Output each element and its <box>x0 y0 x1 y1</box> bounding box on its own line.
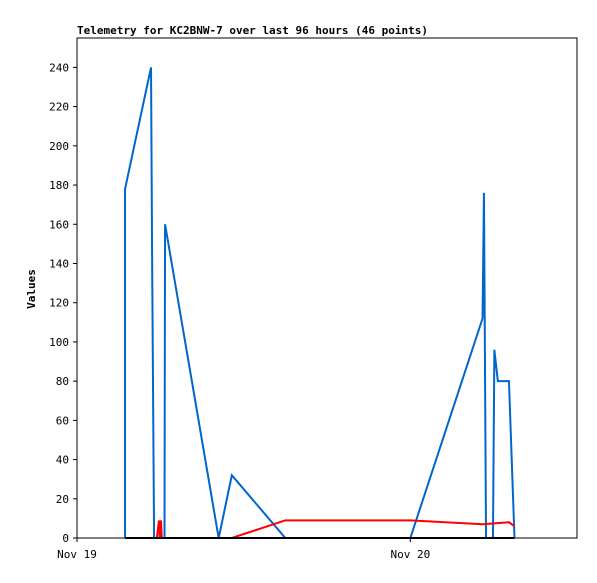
series-line <box>124 67 516 539</box>
y-tick-label: 40 <box>56 454 69 467</box>
x-tick-label: Nov 20 <box>390 548 430 561</box>
y-tick-label: 180 <box>49 179 69 192</box>
y-axis-label: Values <box>25 269 38 309</box>
y-tick-label: 100 <box>49 336 69 349</box>
y-tick-label: 0 <box>62 532 69 545</box>
y-tick-label: 220 <box>49 101 69 114</box>
y-tick-label: 140 <box>49 257 69 270</box>
y-tick-label: 160 <box>49 218 69 231</box>
y-tick-label: 240 <box>49 61 69 74</box>
x-tick-label: Nov 19 <box>57 548 97 561</box>
y-tick-label: 80 <box>56 375 69 388</box>
chart-title: Telemetry for KC2BNW-7 over last 96 hour… <box>77 24 428 37</box>
y-tick-label: 200 <box>49 140 69 153</box>
y-tick-label: 60 <box>56 414 69 427</box>
series-line <box>125 519 516 539</box>
y-tick-label: 20 <box>56 493 69 506</box>
y-tick-label: 120 <box>49 297 69 310</box>
